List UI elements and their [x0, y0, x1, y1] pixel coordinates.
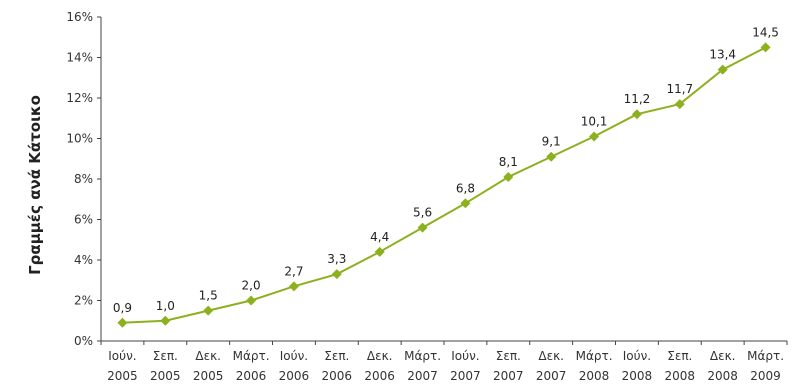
x-tick-label-month: Δεκ.	[195, 349, 221, 363]
y-tick-label: 12%	[66, 91, 93, 105]
y-tick-label: 6%	[74, 213, 93, 227]
data-point-marker	[503, 171, 514, 182]
x-tick-label-month: Σεπ.	[153, 349, 178, 363]
data-point-marker	[117, 317, 128, 328]
x-tick-label-year: 2005	[193, 369, 224, 383]
data-point-marker	[546, 151, 557, 162]
data-point-marker	[417, 222, 428, 233]
data-point-marker	[717, 64, 728, 75]
data-point-marker	[374, 246, 385, 257]
data-point-marker	[589, 131, 600, 142]
x-tick-label-year: 2008	[707, 369, 738, 383]
data-label: 3,3	[327, 252, 346, 266]
y-tick-label: 8%	[74, 172, 93, 186]
x-tick-label-year: 2007	[450, 369, 481, 383]
x-tick-label-month: Σεπ.	[667, 349, 692, 363]
x-tick-label-month: Ιούν.	[280, 349, 308, 363]
y-tick-label: 4%	[74, 253, 93, 267]
data-label: 4,4	[370, 230, 389, 244]
x-tick-label-month: Σεπ.	[496, 349, 521, 363]
x-tick-label-month: Δεκ.	[367, 349, 393, 363]
x-tick-label-month: Ιούν.	[623, 349, 651, 363]
x-tick-label-month: Μάρτ.	[576, 349, 613, 363]
data-point-marker	[760, 42, 771, 53]
y-tick-label: 14%	[66, 51, 93, 65]
series-line	[122, 46, 767, 324]
x-tick-label-month: Ιούν.	[451, 349, 479, 363]
data-label: 9,1	[542, 135, 561, 149]
x-tick-label-year: 2006	[322, 369, 353, 383]
data-label: 1,5	[199, 289, 218, 303]
x-tick-label-year: 2005	[107, 369, 138, 383]
data-label: 0,9	[113, 301, 132, 315]
x-tick-label-month: Σεπ.	[324, 349, 349, 363]
x-tick-label-month: Δεκ.	[538, 349, 564, 363]
data-label: 10,1	[581, 114, 608, 128]
x-tick-label-month: Μάρτ.	[404, 349, 441, 363]
data-label: 5,6	[413, 206, 432, 220]
x-tick-label-month: Ιούν.	[108, 349, 136, 363]
data-point-marker	[288, 281, 299, 292]
data-point-marker	[460, 198, 471, 209]
data-point-marker	[203, 305, 214, 316]
x-tick-label-year: 2007	[407, 369, 438, 383]
x-tick-label-year: 2007	[493, 369, 524, 383]
x-tick-label-year: 2006	[236, 369, 267, 383]
x-tick-label-year: 2009	[750, 369, 781, 383]
y-tick-label: 16%	[66, 10, 93, 24]
data-label: 11,2	[624, 92, 651, 106]
data-label: 6,8	[456, 181, 475, 195]
x-tick-label-year: 2008	[665, 369, 696, 383]
data-label: 14,5	[752, 25, 779, 39]
y-tick-label: 10%	[66, 132, 93, 146]
data-point-marker	[674, 99, 685, 110]
data-point-marker	[331, 269, 342, 280]
x-tick-label-year: 2006	[279, 369, 310, 383]
x-tick-label-year: 2008	[622, 369, 653, 383]
data-label: 8,1	[499, 155, 518, 169]
x-tick-label-year: 2005	[150, 369, 181, 383]
data-label: 2,7	[284, 264, 303, 278]
data-label: 2,0	[242, 279, 261, 293]
y-tick-label: 0%	[74, 334, 93, 348]
x-tick-label-year: 2007	[536, 369, 567, 383]
data-point-marker	[246, 295, 257, 306]
data-point-marker	[160, 315, 171, 326]
x-tick-label-year: 2008	[579, 369, 610, 383]
y-tick-label: 2%	[74, 294, 93, 308]
data-label: 13,4	[709, 48, 736, 62]
x-tick-label-year: 2006	[364, 369, 395, 383]
data-label: 11,7	[666, 82, 693, 96]
x-tick-label-month: Μάρτ.	[747, 349, 784, 363]
x-tick-label-month: Μάρτ.	[233, 349, 270, 363]
data-label: 1,0	[156, 299, 175, 313]
x-tick-label-month: Δεκ.	[710, 349, 736, 363]
data-point-marker	[631, 109, 642, 120]
